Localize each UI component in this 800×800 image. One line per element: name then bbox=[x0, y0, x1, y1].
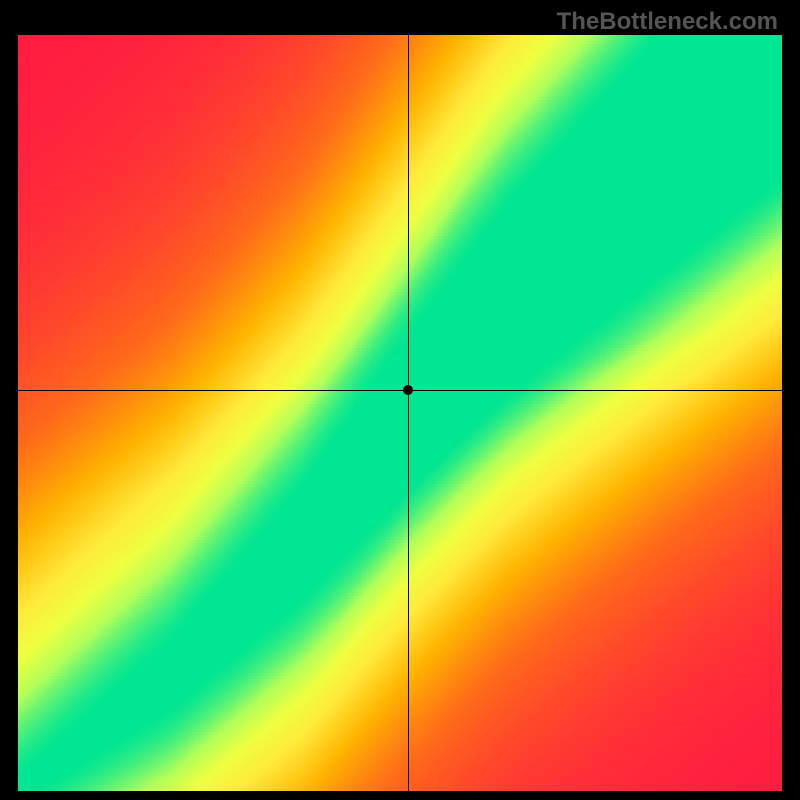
crosshair-horizontal bbox=[18, 390, 782, 391]
chart-container: TheBottleneck.com bbox=[0, 0, 800, 800]
crosshair-vertical bbox=[408, 35, 409, 791]
bottleneck-heatmap bbox=[18, 35, 782, 791]
watermark-text: TheBottleneck.com bbox=[557, 8, 778, 36]
crosshair-marker bbox=[403, 385, 413, 395]
